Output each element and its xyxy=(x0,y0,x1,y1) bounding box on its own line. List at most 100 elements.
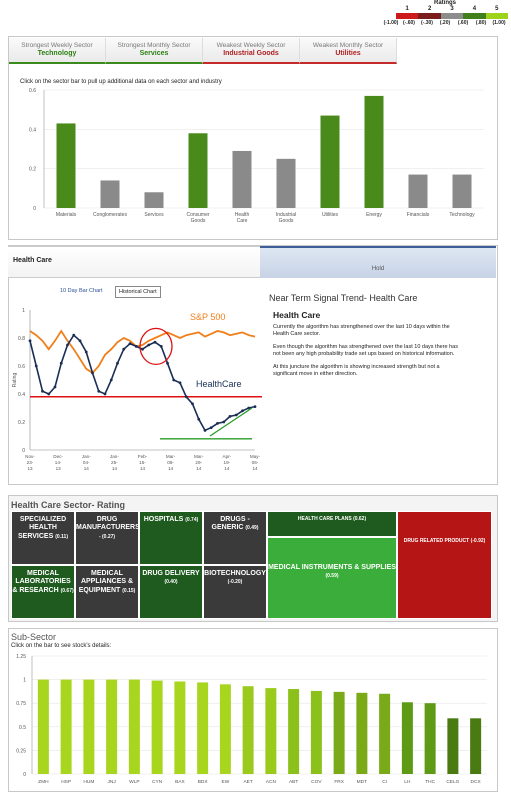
sector-tile[interactable]: SPECIALIZED HEALTH SERVICES (0.11) xyxy=(11,511,75,565)
x-tick-label: Mar- xyxy=(194,454,204,459)
x-tick-label: Nov- xyxy=(25,454,35,459)
sector-tile-name: MEDICAL INSTRUMENTS & SUPPLIES xyxy=(268,564,396,571)
subsector-bar xyxy=(447,718,459,774)
x-tick-label: WLP xyxy=(129,779,139,785)
sector-tile[interactable]: DRUG MANUFACTURERS - (0.27) xyxy=(75,511,139,565)
x-tick-label: 23- xyxy=(27,460,34,465)
sector-tab[interactable]: Weakest Monthly Sector Utilities xyxy=(300,38,397,64)
sector-tile[interactable]: MEDICAL INSTRUMENTS & SUPPLIES (0.59) xyxy=(267,537,397,619)
series-point xyxy=(147,343,151,347)
hold-tab[interactable]: Hold xyxy=(260,246,496,278)
series-point xyxy=(197,417,201,421)
sector-tab-title: Strongest Monthly Sector xyxy=(117,42,191,49)
signal-paragraph: Even though the algorithm has strengthen… xyxy=(273,343,458,358)
sector-tabs: Strongest Weekly Sector Technology Stronge… xyxy=(9,38,497,64)
subsector-bar xyxy=(242,686,254,774)
sector-tab[interactable]: Strongest Monthly Sector Services xyxy=(106,38,203,64)
series-point xyxy=(172,378,176,382)
sector-tile-rating: (0.11) xyxy=(55,533,68,540)
x-tick-label: 14 xyxy=(140,466,146,471)
x-tick-label: 19- xyxy=(224,460,231,465)
series-line xyxy=(29,329,256,375)
x-tick-label: BDX xyxy=(198,779,209,785)
sector-tile[interactable]: MEDICAL APPLIANCES & EQUIPMENT (0.15) xyxy=(75,565,139,619)
rating-swatch xyxy=(396,13,419,19)
sector-tile[interactable]: MEDICAL LABORATORIES & RESEARCH (0.67) xyxy=(11,565,75,619)
subsector-title: Sub-Sector xyxy=(11,632,57,642)
sector-tile-rating: (0.67) xyxy=(60,587,74,594)
sector-tile[interactable]: DRUG RELATED PRODUCT (-0.92) xyxy=(397,511,492,619)
x-tick-label: HSP xyxy=(61,779,71,785)
series-point xyxy=(47,392,51,396)
rating-value: (.80) xyxy=(475,20,487,26)
x-tick-label: CYN xyxy=(152,779,163,785)
ratings-values: (-1.00) (-.60) (-.30) (.20) (.60) (.80) (1.00) xyxy=(382,20,508,26)
subsector-bar xyxy=(128,679,140,774)
historical-chart-button[interactable]: Historical Chart xyxy=(115,286,161,298)
sector-tile[interactable]: HOSPITALS (0.74) xyxy=(139,511,203,565)
series-point xyxy=(116,361,119,365)
y-tick-label: 0.25 xyxy=(16,748,26,754)
x-tick-label: 14- xyxy=(55,460,62,465)
sector-tile[interactable]: HEALTH CARE PLANS (0.62) xyxy=(267,511,397,537)
series-point xyxy=(159,345,163,348)
sector-instruction: Click on the sector bar to pull up addit… xyxy=(20,79,222,85)
sector-tile-name: MEDICAL LABORATORIES & RESEARCH xyxy=(12,570,71,594)
series-point xyxy=(153,340,157,344)
x-tick-label: Goods xyxy=(191,218,206,224)
y-tick-label: 0.2 xyxy=(29,167,36,173)
ratings-color-bar xyxy=(396,13,509,19)
x-tick-label: 06- xyxy=(252,460,259,465)
x-tick-label: 04- xyxy=(83,460,90,465)
series-point xyxy=(128,342,132,345)
rating-swatch xyxy=(463,13,486,19)
subsector-bar-chart: 0 0.25 0.5 0.75 1 1.25 ZMH HSP HUM JNJ WLP CYN BAX BD… xyxy=(16,654,487,785)
ten-day-bar-chart-link[interactable]: 10 Day Bar Chart xyxy=(60,288,103,294)
series-point xyxy=(91,371,94,375)
rating-number: 4 xyxy=(472,6,477,12)
y-tick-label: 1.25 xyxy=(16,654,26,660)
series-point xyxy=(191,402,194,406)
rating-number: 5 xyxy=(495,6,499,12)
sector-tab-value: Utilities xyxy=(335,50,361,57)
rating-value: (-.30) xyxy=(421,20,433,26)
sector-tab[interactable]: Weakest Weekly Sector Industrial Goods xyxy=(203,38,300,64)
highlight-circle xyxy=(139,327,173,366)
trend-up-line xyxy=(209,407,253,437)
subsector-bar xyxy=(424,703,436,774)
series-point xyxy=(247,406,251,410)
sector-tab-title: Weakest Monthly Sector xyxy=(312,42,384,49)
rating-swatch xyxy=(418,13,441,19)
sector-tab[interactable]: Strongest Weekly Sector Technology xyxy=(9,38,106,64)
series-point xyxy=(97,389,101,393)
series-point xyxy=(216,422,219,425)
series-label: S&P 500 xyxy=(190,312,225,322)
sector-tab-title: Strongest Weekly Sector xyxy=(21,42,93,49)
sector-tile[interactable]: BIOTECHNOLOGY (-0.20) xyxy=(203,565,267,619)
sector-treemap: SPECIALIZED HEALTH SERVICES (0.11) DRUG M… xyxy=(11,511,492,619)
sector-tile-name: DRUG MANUFACTURERS xyxy=(76,516,139,532)
sector-tile-name: DRUGS - GENERIC xyxy=(211,516,250,532)
health-care-line-chart: 0 0.2 0.4 0.6 0.8 1 Rating S&P 500 HealthCare Nov… xyxy=(12,308,262,471)
x-tick-label: Services xyxy=(144,212,164,218)
x-tick-label: Financials xyxy=(407,212,430,218)
subsector-bar xyxy=(83,679,95,774)
x-tick-label: Jan- xyxy=(82,454,91,459)
y-tick-label: 0 xyxy=(33,206,36,212)
rating-swatch xyxy=(440,13,464,19)
sector-bar xyxy=(232,150,252,208)
x-tick-label: 14 xyxy=(168,466,174,471)
x-tick-label: MDT xyxy=(357,779,367,785)
sector-tile-name: BIOTECHNOLOGY xyxy=(204,570,266,577)
series-point xyxy=(84,350,88,354)
series-point xyxy=(234,413,238,417)
subsector-bar xyxy=(333,691,345,774)
sector-tile[interactable]: DRUG DELIVERY (0.40) xyxy=(139,565,203,619)
y-tick-label: 0.5 xyxy=(19,725,26,731)
x-tick-label: Conglomerates xyxy=(93,212,127,218)
sector-tile[interactable]: DRUGS - GENERIC (0.49) xyxy=(203,511,267,565)
subsector-bar xyxy=(401,702,413,774)
sector-tile-name: HOSPITALS xyxy=(143,516,186,523)
rating-value: (-1.00) xyxy=(383,20,399,26)
sector-tab-value: Industrial Goods xyxy=(223,50,279,57)
